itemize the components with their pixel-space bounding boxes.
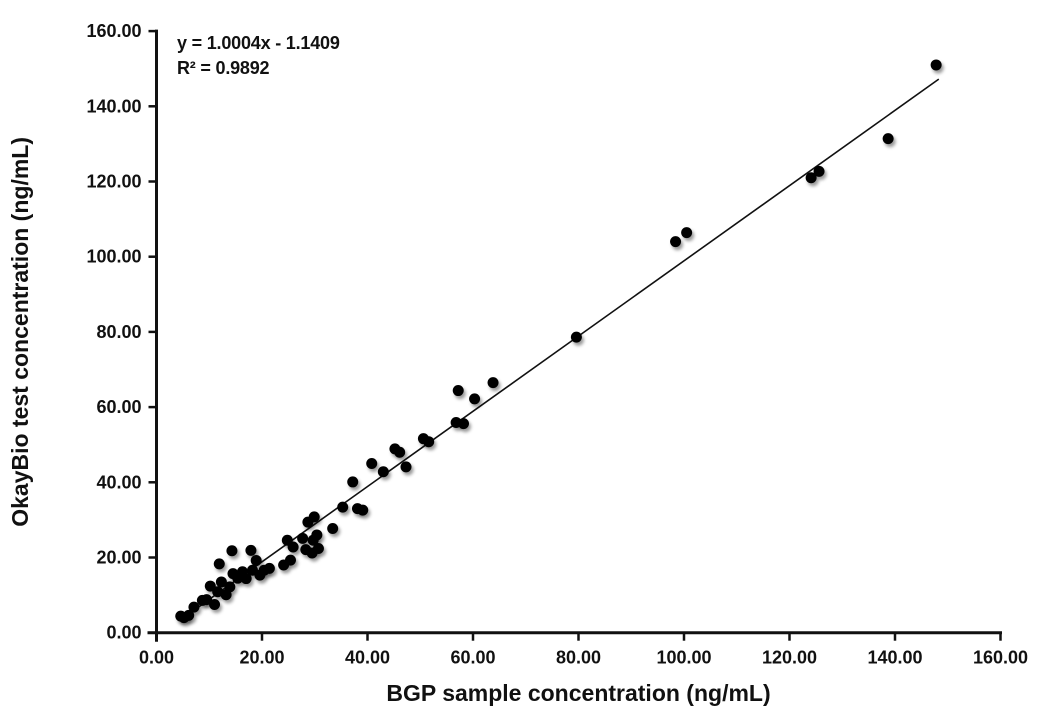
y-tick-label: 0.00 xyxy=(106,623,141,643)
y-tick-label: 160.00 xyxy=(86,21,141,41)
data-point xyxy=(400,461,412,473)
data-point xyxy=(224,581,236,593)
trend-line xyxy=(179,78,940,621)
y-tick-label: 20.00 xyxy=(96,548,141,568)
x-tick-label: 0.00 xyxy=(139,648,174,668)
data-point xyxy=(347,476,359,488)
data-point xyxy=(458,418,470,430)
x-tick-label: 80.00 xyxy=(556,648,601,668)
data-point xyxy=(212,586,224,598)
x-tick-label: 20.00 xyxy=(239,648,284,668)
y-axis-title: OkayBio test concentration (ng/mL) xyxy=(7,137,33,527)
x-tick-label: 120.00 xyxy=(762,648,817,668)
y-tick-label: 40.00 xyxy=(96,472,141,492)
data-point xyxy=(469,393,481,405)
data-point xyxy=(188,601,200,613)
y-tick-label: 80.00 xyxy=(96,322,141,342)
data-point xyxy=(250,555,262,567)
x-tick-label: 160.00 xyxy=(973,648,1028,668)
data-point xyxy=(311,529,323,541)
data-point xyxy=(882,133,894,145)
data-point xyxy=(284,554,296,566)
data-point xyxy=(681,227,693,239)
data-point xyxy=(805,172,817,184)
x-tick-label: 140.00 xyxy=(867,648,922,668)
data-point xyxy=(297,532,309,544)
x-tick-label: 100.00 xyxy=(656,648,711,668)
data-point xyxy=(930,59,942,71)
x-tick-label: 60.00 xyxy=(450,648,495,668)
x-tick-label: 40.00 xyxy=(345,648,390,668)
trendline-annotation: y = 1.0004x - 1.1409 R² = 0.9892 xyxy=(177,31,340,81)
data-point xyxy=(209,599,221,610)
data-point xyxy=(201,594,213,606)
r-squared-text: R² = 0.9892 xyxy=(177,58,270,78)
data-point xyxy=(570,331,582,343)
data-point xyxy=(308,511,320,523)
data-point xyxy=(394,446,406,458)
y-tick-label: 100.00 xyxy=(86,247,141,267)
data-point xyxy=(213,558,225,570)
x-axis-title: BGP sample concentration (ng/mL) xyxy=(386,680,770,706)
data-point xyxy=(377,466,389,478)
data-point xyxy=(263,562,275,574)
data-point xyxy=(327,523,339,535)
data-point xyxy=(670,236,682,248)
data-point xyxy=(366,458,378,469)
data-point xyxy=(487,377,499,389)
y-tick-label: 140.00 xyxy=(86,96,141,116)
data-point xyxy=(287,541,299,553)
data-point xyxy=(452,385,464,397)
y-tick-label: 60.00 xyxy=(96,397,141,417)
data-point xyxy=(226,545,238,557)
data-point xyxy=(215,576,227,588)
data-point xyxy=(337,501,349,513)
equation-text: y = 1.0004x - 1.1409 xyxy=(177,33,340,53)
data-point xyxy=(813,165,825,177)
data-point xyxy=(312,542,324,554)
data-point xyxy=(357,504,369,516)
data-point xyxy=(245,544,257,556)
data-point xyxy=(183,609,195,621)
y-tick-label: 120.00 xyxy=(86,172,141,192)
data-point xyxy=(240,573,252,585)
data-point xyxy=(423,436,435,448)
